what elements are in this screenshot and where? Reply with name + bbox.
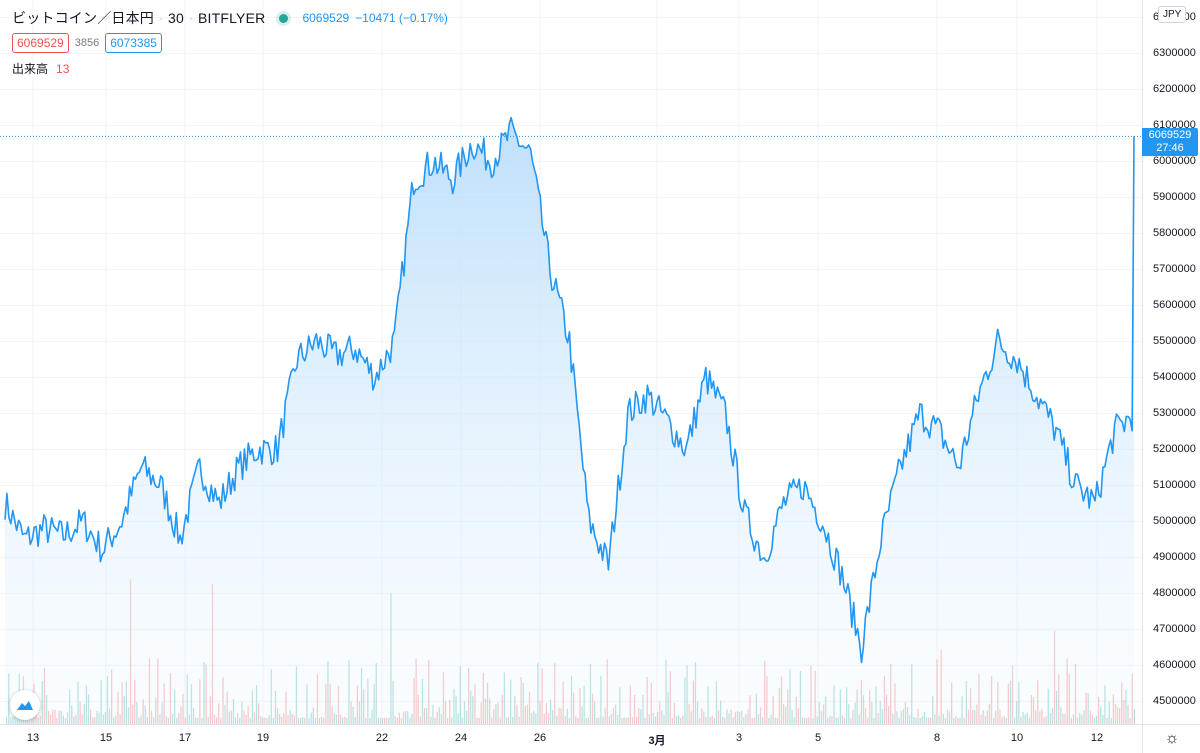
y-tick-label: 6000000 (1153, 155, 1196, 168)
currency-button[interactable]: JPY (1158, 6, 1187, 23)
x-tick-label: 15 (99, 732, 113, 744)
gear-icon: ☼ (1164, 730, 1180, 747)
y-tick-label: 5500000 (1153, 335, 1196, 348)
y-tick-label: 5000000 (1153, 515, 1196, 528)
spread-value: 3856 (74, 37, 100, 49)
y-tick-label: 4500000 (1153, 695, 1196, 708)
bar-countdown: 27:46 (1156, 142, 1184, 155)
x-tick-label: 22 (375, 732, 389, 744)
separator: · (159, 11, 163, 25)
x-tick-label: 3月 (648, 735, 666, 747)
x-tick-label: 3 (735, 732, 743, 744)
last-price: 6069529 (302, 11, 350, 25)
price-axis[interactable]: 6400000630000062000006100000600000059000… (1142, 0, 1200, 724)
separator: · (188, 11, 193, 25)
x-tick-label: 19 (256, 732, 270, 744)
symbol-name[interactable]: ビットコイン／日本円 (12, 10, 154, 26)
last-price-value: 6069529 (1148, 129, 1192, 142)
x-tick-label: 24 (454, 732, 468, 744)
exchange-name: BITFLYER (197, 10, 266, 26)
y-tick-label: 4700000 (1153, 623, 1196, 636)
settings-button[interactable]: ☼ (1142, 724, 1200, 753)
y-tick-label: 5400000 (1153, 371, 1196, 384)
y-tick-label: 4900000 (1153, 551, 1196, 564)
y-tick-label: 5800000 (1153, 227, 1196, 240)
status-dot-icon (279, 13, 289, 23)
bid-ask-row: 6069529 3856 6073385 (12, 33, 162, 53)
price-area (5, 117, 1134, 724)
volume-legend[interactable]: 出来高 13 (12, 60, 69, 77)
x-tick-label: 10 (1010, 732, 1024, 744)
x-tick-label: 13 (26, 732, 40, 744)
y-tick-label: 6200000 (1153, 83, 1196, 96)
bid-button[interactable]: 6069529 (12, 33, 69, 53)
y-tick-label: 5100000 (1153, 479, 1196, 492)
x-tick-label: 26 (533, 732, 547, 744)
y-tick-label: 5300000 (1153, 407, 1196, 420)
x-tick-label: 5 (814, 732, 822, 744)
volume-label: 出来高 (12, 62, 49, 76)
volume-bar (1133, 709, 1135, 724)
tradingview-logo-icon[interactable] (10, 690, 40, 720)
y-tick-label: 5700000 (1153, 263, 1196, 276)
interval[interactable]: 30 (168, 10, 184, 26)
last-price-label: 6069529 27:46 (1142, 128, 1198, 157)
y-tick-label: 4600000 (1153, 659, 1196, 672)
volume-value: 13 (56, 61, 70, 76)
y-tick-label: 5600000 (1153, 299, 1196, 312)
chart-area[interactable] (0, 0, 1142, 724)
y-tick-label: 5200000 (1153, 443, 1196, 456)
y-tick-label: 4800000 (1153, 587, 1196, 600)
price-chart[interactable] (0, 0, 1142, 724)
legend-title-row: ビットコイン／日本円 · 30 · BITFLYER 6069529 −1047… (12, 8, 448, 28)
x-tick-label: 17 (178, 732, 192, 744)
ask-button[interactable]: 6073385 (105, 33, 162, 53)
y-tick-label: 5900000 (1153, 191, 1196, 204)
x-tick-label: 8 (933, 732, 941, 744)
time-axis[interactable]: 13 15 17 19 22 24 26 3月 3 5 8 10 12 (0, 724, 1142, 753)
price-change: −10471 (−0.17%) (355, 11, 448, 25)
price-line (4, 116, 1135, 664)
y-tick-label: 6300000 (1153, 47, 1196, 60)
x-tick-label: 12 (1090, 732, 1104, 744)
